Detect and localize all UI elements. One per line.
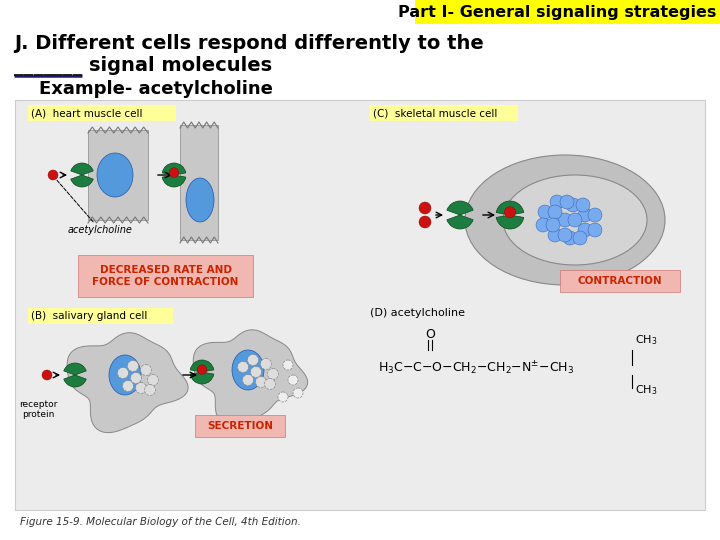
Circle shape: [283, 360, 293, 370]
Bar: [15, 100, 705, 510]
Wedge shape: [190, 372, 214, 384]
Circle shape: [135, 382, 146, 394]
Circle shape: [548, 228, 562, 242]
Wedge shape: [71, 175, 94, 187]
Text: SECRETION: SECRETION: [207, 421, 273, 431]
Circle shape: [558, 213, 572, 227]
Circle shape: [558, 228, 572, 242]
Circle shape: [288, 375, 298, 385]
Wedge shape: [64, 375, 86, 387]
Wedge shape: [64, 363, 86, 375]
Circle shape: [169, 168, 179, 178]
Bar: [28, 105, 176, 121]
Ellipse shape: [97, 153, 133, 197]
Bar: [88, 130, 148, 220]
Circle shape: [122, 381, 133, 392]
Circle shape: [573, 231, 587, 245]
Text: DECREASED RATE AND
FORCE OF CONTRACTION: DECREASED RATE AND FORCE OF CONTRACTION: [92, 265, 239, 287]
Circle shape: [588, 223, 602, 237]
Circle shape: [117, 368, 128, 379]
Ellipse shape: [465, 155, 665, 285]
Wedge shape: [71, 163, 94, 175]
Text: (B)  salivary gland cell: (B) salivary gland cell: [31, 311, 148, 321]
Circle shape: [505, 207, 516, 218]
Wedge shape: [496, 201, 523, 215]
Circle shape: [578, 223, 592, 237]
Wedge shape: [447, 215, 473, 229]
Wedge shape: [162, 163, 186, 175]
Text: Figure 15-9. Molecular Biology of the Cell, 4th Edition.: Figure 15-9. Molecular Biology of the Ce…: [20, 517, 301, 527]
Text: (A)  heart muscle cell: (A) heart muscle cell: [31, 108, 143, 118]
Polygon shape: [193, 330, 307, 426]
Text: (C)  skeletal muscle cell: (C) skeletal muscle cell: [373, 108, 498, 118]
Text: J. Different cells respond differently to the: J. Different cells respond differently t…: [14, 34, 484, 53]
Wedge shape: [496, 215, 523, 229]
Bar: [415, 0, 720, 24]
Ellipse shape: [232, 350, 264, 390]
Bar: [28, 308, 173, 324]
Ellipse shape: [503, 175, 647, 265]
Text: CH$_3$: CH$_3$: [635, 383, 657, 397]
Circle shape: [576, 198, 590, 212]
Text: CONTRACTION: CONTRACTION: [577, 276, 662, 286]
Circle shape: [130, 373, 142, 383]
Text: receptor
protein: receptor protein: [19, 400, 57, 420]
Circle shape: [261, 359, 271, 369]
Text: (D) acetylcholine: (D) acetylcholine: [370, 308, 465, 318]
Bar: [195, 415, 285, 437]
Circle shape: [145, 384, 156, 395]
Circle shape: [278, 392, 288, 402]
Circle shape: [42, 370, 52, 380]
Circle shape: [127, 361, 138, 372]
Circle shape: [550, 195, 564, 209]
Bar: [180, 125, 218, 240]
Ellipse shape: [109, 355, 141, 395]
Wedge shape: [190, 360, 214, 372]
Text: _______ signal molecules: _______ signal molecules: [14, 56, 272, 76]
Circle shape: [538, 205, 552, 219]
Circle shape: [588, 208, 602, 222]
Circle shape: [264, 379, 276, 389]
Ellipse shape: [186, 178, 214, 222]
Circle shape: [293, 388, 303, 398]
Circle shape: [256, 376, 266, 388]
Text: O: O: [425, 328, 435, 341]
Circle shape: [251, 367, 261, 377]
Bar: [560, 270, 680, 292]
Bar: [78, 255, 253, 297]
Text: Part I- General signaling strategies: Part I- General signaling strategies: [397, 4, 716, 19]
Circle shape: [568, 213, 582, 227]
Circle shape: [548, 205, 562, 219]
Circle shape: [419, 216, 431, 228]
Circle shape: [563, 231, 577, 245]
Circle shape: [248, 354, 258, 366]
Circle shape: [48, 170, 58, 180]
Circle shape: [546, 218, 560, 232]
Text: CH$_3$: CH$_3$: [635, 333, 657, 347]
Circle shape: [536, 218, 550, 232]
Text: H$_3$C$-$C$-$O$-$CH$_2$$-$CH$_2$$-$N$^{\pm}$$-$CH$_3$: H$_3$C$-$C$-$O$-$CH$_2$$-$CH$_2$$-$N$^{\…: [378, 360, 574, 377]
Wedge shape: [162, 175, 186, 187]
Polygon shape: [67, 333, 188, 433]
Text: acetylcholine: acetylcholine: [68, 225, 133, 235]
Circle shape: [578, 208, 592, 222]
Circle shape: [419, 202, 431, 214]
Circle shape: [197, 365, 207, 374]
Circle shape: [148, 375, 158, 386]
Wedge shape: [447, 201, 473, 215]
Text: Example- acetylcholine: Example- acetylcholine: [14, 80, 273, 98]
Circle shape: [140, 364, 151, 375]
Circle shape: [566, 198, 580, 212]
Circle shape: [243, 375, 253, 386]
Bar: [370, 105, 518, 121]
Circle shape: [238, 361, 248, 373]
Circle shape: [560, 195, 574, 209]
Circle shape: [268, 368, 279, 380]
